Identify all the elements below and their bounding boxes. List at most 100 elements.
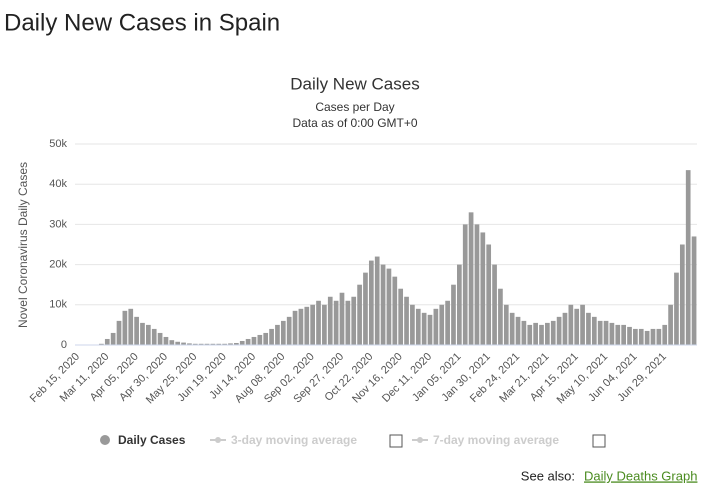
bar: [245, 338, 251, 345]
bar: [275, 324, 280, 345]
bar: [580, 304, 585, 345]
bar: [163, 336, 169, 345]
bar: [603, 320, 609, 345]
bar: [292, 310, 298, 345]
bar: [668, 304, 673, 345]
bar: [298, 308, 304, 345]
bar: [310, 304, 315, 345]
bar: [515, 316, 521, 345]
checkbox[interactable]: [592, 434, 606, 448]
bar: [146, 324, 151, 345]
bar: [140, 322, 145, 345]
bar: [679, 244, 685, 345]
bar: [228, 343, 233, 345]
bar: [615, 324, 621, 345]
legend-marker: [417, 437, 423, 443]
bar: [427, 314, 433, 345]
bar: [492, 264, 497, 345]
bar: [597, 320, 603, 345]
bar: [357, 284, 362, 345]
y-tick-label: 40k: [49, 178, 67, 190]
bar: [269, 328, 274, 345]
legend-label[interactable]: 3-day moving average: [231, 433, 357, 447]
bar: [116, 320, 122, 345]
bar: [539, 324, 544, 345]
bar: [509, 312, 515, 345]
bar: [157, 332, 163, 345]
bar: [263, 332, 269, 345]
bar: [104, 338, 110, 345]
bar: [527, 324, 533, 345]
bar: [451, 284, 456, 345]
bar: [169, 340, 175, 345]
chart-subtitle: Cases per Day: [315, 100, 394, 114]
bar: [650, 328, 656, 345]
bar: [521, 320, 527, 345]
bar: [480, 232, 486, 345]
bar: [151, 328, 157, 345]
bar: [591, 316, 597, 345]
bar: [304, 306, 310, 345]
bar: [685, 170, 691, 345]
legend-marker: [100, 435, 110, 445]
legend-label[interactable]: 7-day moving average: [433, 433, 559, 447]
bar: [280, 320, 286, 345]
bar: [380, 264, 386, 345]
see-also-label: See also:: [521, 468, 575, 483]
y-axis-label: Novel Coronavirus Daily Cases: [16, 162, 30, 328]
legend-label[interactable]: Daily Cases: [118, 433, 186, 447]
bar: [351, 296, 357, 345]
bar: [251, 336, 257, 345]
bar: [327, 296, 333, 345]
y-tick-label: 20k: [49, 259, 67, 271]
bar: [386, 268, 392, 345]
checkbox[interactable]: [389, 434, 403, 448]
bar: [545, 322, 550, 345]
bar: [638, 328, 644, 345]
page-heading: Daily New Cases in Spain: [4, 9, 280, 36]
bar: [398, 288, 404, 345]
bar: [239, 340, 245, 345]
bar: [662, 324, 668, 345]
see-also-link[interactable]: Daily Deaths Graph: [584, 468, 697, 483]
bar: [457, 264, 462, 345]
bar: [122, 310, 128, 345]
bar: [503, 304, 509, 345]
bar: [368, 260, 374, 345]
bar: [421, 312, 427, 345]
bar: [181, 342, 186, 345]
bar: [433, 308, 439, 345]
bar: [210, 343, 216, 345]
bar: [550, 320, 556, 345]
bar: [222, 343, 227, 345]
bar: [586, 312, 591, 345]
y-tick-label: 10k: [49, 299, 67, 311]
bar: [462, 224, 468, 345]
bar: [175, 341, 181, 345]
bar: [128, 308, 134, 345]
bar: [257, 334, 263, 345]
bar: [556, 316, 562, 345]
bar: [439, 304, 445, 345]
bar: [468, 212, 474, 345]
bar: [192, 343, 198, 345]
bar: [674, 272, 679, 345]
bar: [404, 296, 409, 345]
bar: [621, 324, 626, 345]
bar: [498, 288, 503, 345]
bar: [486, 244, 492, 345]
bar: [609, 322, 615, 345]
bar: [345, 300, 351, 345]
bar: [562, 312, 568, 345]
bar: [445, 300, 450, 345]
bar: [322, 304, 327, 345]
chart-subtitle: Data as of 0:00 GMT+0: [292, 116, 417, 130]
y-tick-label: 50k: [49, 138, 67, 150]
y-tick-label: 0: [61, 339, 67, 351]
y-tick-label: 30k: [49, 218, 67, 230]
bar: [99, 343, 104, 345]
bar: [134, 316, 139, 345]
bar: [691, 236, 697, 345]
bar: [110, 332, 116, 345]
